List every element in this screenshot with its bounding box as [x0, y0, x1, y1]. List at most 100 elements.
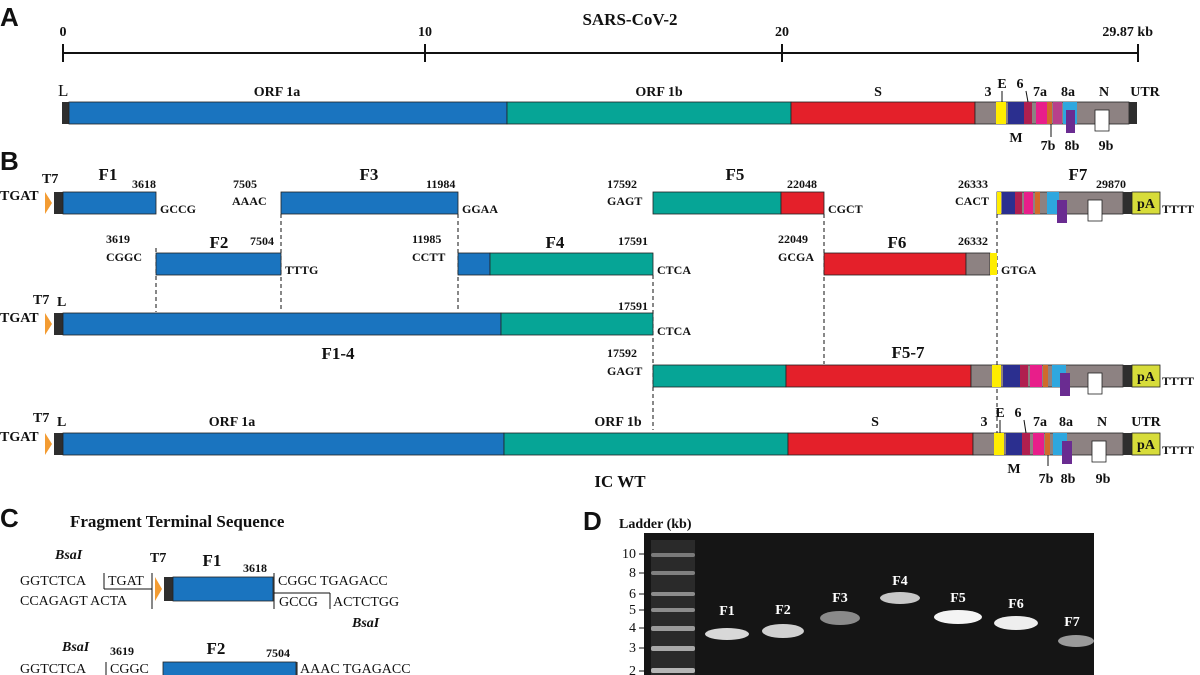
leader-block — [62, 102, 69, 124]
ic-orf7b-label: 7b — [1039, 472, 1054, 487]
t7-label: T7 — [42, 172, 58, 187]
polya-label: pA — [1137, 197, 1156, 212]
f4-block-orf1a — [457, 252, 491, 276]
overhang-left: TGAT — [0, 189, 39, 204]
ic-orf1a-block — [62, 432, 505, 456]
ic-m-gene-label: M — [1007, 462, 1020, 477]
f5-block-s — [780, 191, 825, 215]
lane-label: F7 — [1064, 615, 1080, 630]
orf1b-block — [506, 101, 792, 125]
f1-sequence-block — [172, 576, 274, 602]
overhang-left: TGAT — [0, 430, 39, 445]
orf8b-block — [1066, 110, 1075, 133]
t7-promoter-icon — [45, 433, 52, 455]
f1-right-overhang: GCCG — [160, 202, 196, 216]
ic-s-gene-block — [787, 432, 974, 456]
f3-label: F3 — [360, 165, 379, 184]
seq-top-box: CGGC — [110, 662, 149, 675]
f2-start: 3619 — [106, 232, 130, 246]
f2-sequence-block — [162, 661, 297, 675]
gel-image — [644, 533, 1094, 675]
f6-right-overhang: GTGA — [1001, 263, 1037, 277]
f4-left-overhang: CCTT — [412, 250, 445, 264]
orf1a-block — [68, 101, 508, 125]
bsai-site-label: BsaI — [54, 548, 83, 563]
seq-top-left: GGTCTCA — [20, 574, 87, 589]
f1-4-label: F1-4 — [321, 344, 355, 363]
orf1b-label: ORF 1b — [635, 85, 683, 100]
f5-block-orf1b — [652, 191, 782, 215]
e-gene-block — [996, 102, 1006, 124]
seq-bottom-right-box: GCCG — [279, 595, 318, 610]
f1-label: F1 — [203, 551, 222, 570]
f1-end: 3618 — [243, 561, 267, 575]
ladder-tick: 8 — [629, 566, 636, 581]
ic-s-gene-label: S — [871, 415, 879, 430]
f1-block — [62, 191, 157, 215]
f3-right-overhang: GGAA — [462, 202, 498, 216]
f2-left-overhang: CGGC — [106, 250, 142, 264]
orf3-label: 3 — [985, 85, 992, 100]
f1-4-end: 17591 — [618, 299, 648, 313]
seq-top-right: TGAGACC — [320, 574, 388, 589]
ic-orf8b-label: 8b — [1061, 472, 1076, 487]
leader-label: L — [57, 415, 66, 430]
fragment-f1-4: TGAT T7 L F1-4 17591 CTCA — [0, 293, 691, 363]
t7-promoter-icon — [45, 192, 52, 214]
f5-7-block-orf1b — [652, 364, 787, 388]
f5-left-overhang: GAGT — [607, 194, 642, 208]
lane-label: F5 — [950, 591, 966, 606]
f5-7-block-s — [785, 364, 972, 388]
band-f2 — [762, 624, 804, 638]
seq-top-left: GGTCTCA — [20, 662, 87, 675]
ladder-tick: 2 — [629, 664, 636, 675]
f3-end: 11984 — [426, 177, 455, 191]
ic-orf1b-block — [503, 432, 789, 456]
orf8b-label: 8b — [1065, 139, 1080, 154]
scale-tick-label: 10 — [418, 25, 432, 40]
m-gene-block — [1008, 102, 1024, 124]
f3-left-overhang: AAAC — [232, 194, 267, 208]
fragment-f5: 17592 GAGT F5 22048 CGCT — [607, 165, 863, 216]
seq-top-box: TGAT — [108, 574, 144, 589]
gel-background — [644, 533, 1094, 675]
t7-label: T7 — [33, 293, 49, 308]
ladder-tick: 4 — [629, 621, 636, 636]
overhang-left: TGAT — [0, 311, 39, 326]
s-gene-block — [790, 101, 976, 125]
orf8-block — [1053, 102, 1062, 124]
orf7b-block — [1047, 102, 1052, 124]
band-f4 — [880, 592, 920, 604]
bsai-site-label: BsaI — [351, 616, 380, 631]
f2-block — [155, 252, 282, 276]
panel-label-b: B — [0, 146, 19, 176]
orf7a-block — [1036, 102, 1047, 124]
ic-orf1a-label: ORF 1a — [209, 415, 256, 430]
band-f1 — [705, 628, 749, 640]
t7-promoter-icon — [45, 313, 52, 335]
f2-right-overhang: TTTG — [285, 263, 318, 277]
fragment-f6: 22049 GCGA F6 26332 GTGA — [778, 232, 1037, 277]
f4-right-overhang: CTCA — [657, 263, 691, 277]
polya-label: pA — [1137, 438, 1156, 453]
f2-label: F2 — [207, 639, 226, 658]
fragment-f5-7: 17592 GAGT pA F5-7 TTTT — [607, 343, 1194, 396]
seq-bottom-right: ACTCTGG — [333, 595, 399, 610]
t7-promoter-icon — [155, 577, 162, 601]
terminal-sequence-f1: BsaI T7 F1 3618 GGTCTCA TGAT CCAGAGT ACT… — [20, 548, 399, 631]
f3-block — [280, 191, 459, 215]
f7-left-overhang: CACT — [955, 194, 989, 208]
lane-label: F3 — [832, 591, 848, 606]
f2-label: F2 — [210, 233, 229, 252]
t7-label: T7 — [150, 551, 166, 566]
scale-bar — [62, 44, 1139, 62]
ic-orf7a-label: 7a — [1033, 415, 1047, 430]
polya-label: pA — [1137, 370, 1156, 385]
f1-4-right-overhang: CTCA — [657, 324, 691, 338]
f1-label: F1 — [99, 165, 118, 184]
f4-label: F4 — [546, 233, 565, 252]
f2-end: 7504 — [250, 234, 274, 248]
genome-map-ic-wt: TGAT T7 L pA TTTT ORF 1a ORF 1b S 3 E 6 … — [0, 406, 1194, 491]
ic-wt-label: IC WT — [594, 472, 646, 491]
